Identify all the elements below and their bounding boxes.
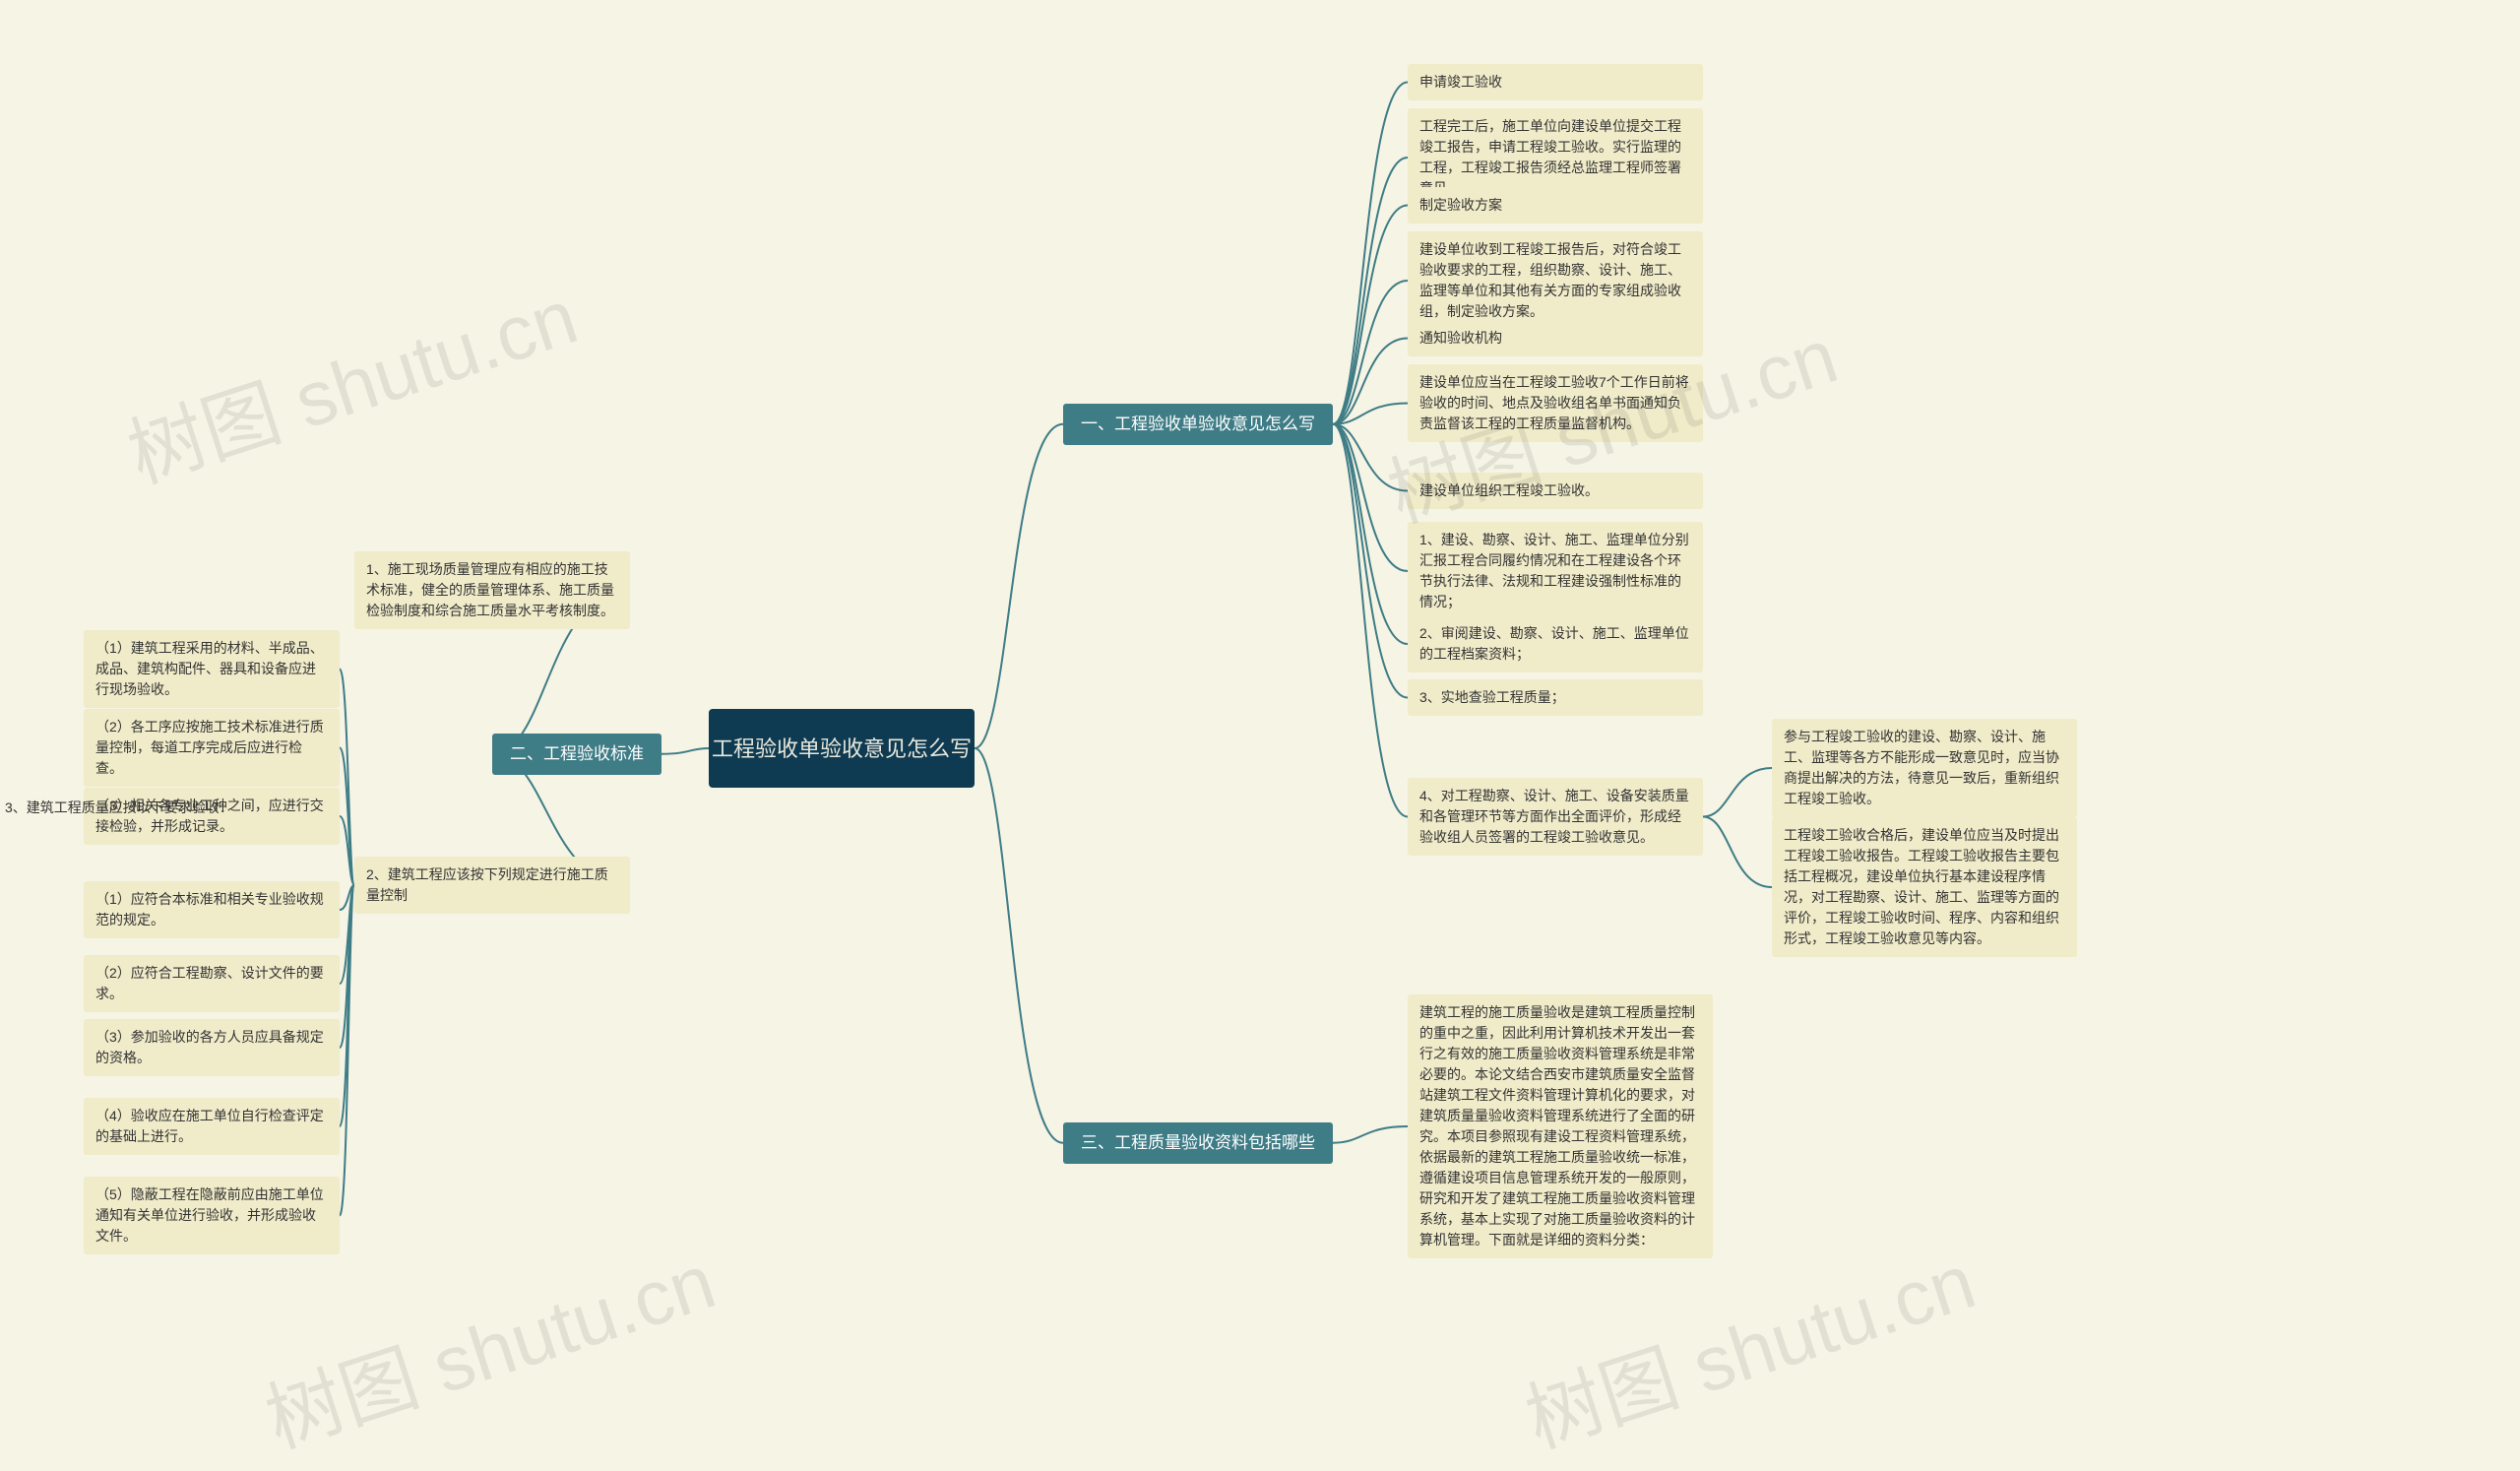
leaf-L1h: 1、建设、勘察、设计、施工、监理单位分别汇报工程合同履约情况和在工程建设各个环节… bbox=[1408, 522, 1703, 620]
leaf-L1k: 4、对工程勘察、设计、施工、设备安装质量和各管理环节等方面作出全面评价，形成经验… bbox=[1408, 778, 1703, 856]
leaf-L1f: 建设单位应当在工程竣工验收7个工作日前将验收的时间、地点及验收组名单书面通知负责… bbox=[1408, 364, 1703, 442]
leaf-L1k1: 参与工程竣工验收的建设、勘察、设计、施工、监理等各方不能形成一致意见时，应当协商… bbox=[1772, 719, 2077, 817]
leaf-L2b: 2、建筑工程应该按下列规定进行施工质量控制 bbox=[354, 857, 630, 914]
leaf-L2b7: （4）验收应在施工单位自行检查评定的基础上进行。 bbox=[84, 1098, 340, 1155]
leaf-L1j: 3、实地查验工程质量； bbox=[1408, 679, 1703, 716]
leaf-L2b1: （1）建筑工程采用的材料、半成品、成品、建筑构配件、器具和设备应进行现场验收。 bbox=[84, 630, 340, 708]
leaf-L1g: 建设单位组织工程竣工验收。 bbox=[1408, 473, 1703, 509]
category-one: 一、工程验收单验收意见怎么写 bbox=[1063, 404, 1333, 445]
leaf-L2c: 3、建筑工程质量应按以下要求验收： bbox=[5, 798, 233, 818]
watermark: 树图 shutu.cn bbox=[112, 256, 589, 505]
leaf-L1k2: 工程竣工验收合格后，建设单位应当及时提出工程竣工验收报告。工程竣工验收报告主要包… bbox=[1772, 817, 2077, 957]
leaf-L2b8: （5）隐蔽工程在隐蔽前应由施工单位通知有关单位进行验收，并形成验收文件。 bbox=[84, 1177, 340, 1254]
leaf-L2b6: （3）参加验收的各方人员应具备规定的资格。 bbox=[84, 1019, 340, 1076]
leaf-L1c: 制定验收方案 bbox=[1408, 187, 1703, 224]
leaf-L1i: 2、审阅建设、勘察、设计、施工、监理单位的工程档案资料； bbox=[1408, 615, 1703, 672]
leaf-L2b4: （1）应符合本标准和相关专业验收规范的规定。 bbox=[84, 881, 340, 938]
connectors bbox=[0, 0, 2520, 1471]
watermark: 树图 shutu.cn bbox=[250, 1221, 726, 1470]
category-two: 二、工程验收标准 bbox=[492, 734, 662, 775]
leaf-L2b5: （2）应符合工程勘察、设计文件的要求。 bbox=[84, 955, 340, 1012]
center-node: 工程验收单验收意见怎么写 bbox=[709, 709, 975, 788]
leaf-L1e: 通知验收机构 bbox=[1408, 320, 1703, 356]
leaf-L2a: 1、施工现场质量管理应有相应的施工技术标准，健全的质量管理体系、施工质量检验制度… bbox=[354, 551, 630, 629]
category-three: 三、工程质量验收资料包括哪些 bbox=[1063, 1122, 1333, 1164]
leaf-L1d: 建设单位收到工程竣工报告后，对符合竣工验收要求的工程，组织勘察、设计、施工、监理… bbox=[1408, 231, 1703, 330]
leaf-L3a: 建筑工程的施工质量验收是建筑工程质量控制的重中之重，因此利用计算机技术开发出一套… bbox=[1408, 994, 1713, 1258]
leaf-L2b2: （2）各工序应按施工技术标准进行质量控制，每道工序完成后应进行检查。 bbox=[84, 709, 340, 787]
leaf-L1a: 申请竣工验收 bbox=[1408, 64, 1703, 100]
